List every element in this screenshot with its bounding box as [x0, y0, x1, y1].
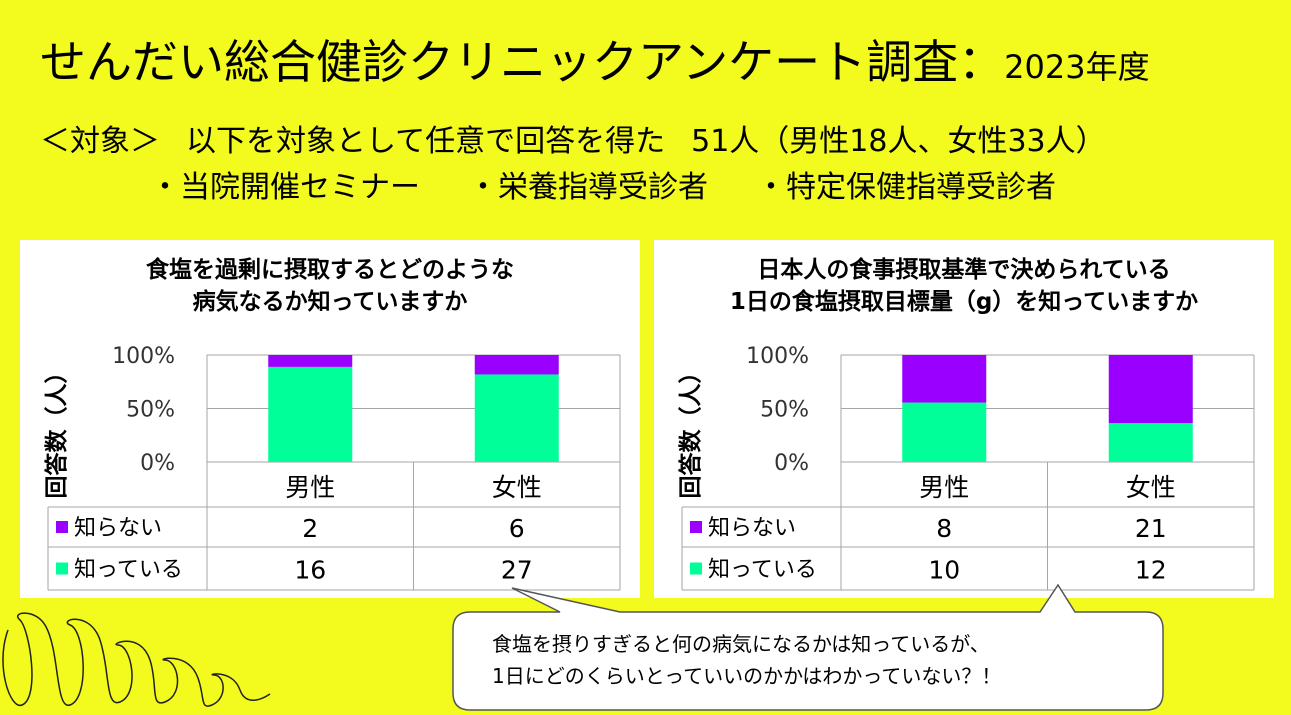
chart-title-line1: 日本人の食事摂取基準で決められている [757, 257, 1171, 283]
data-label: 10 [928, 556, 960, 585]
category-label: 男性 [919, 473, 969, 502]
y-tick-label: 50% [760, 398, 809, 423]
group-seminar: ・当院開催セミナー [150, 170, 420, 205]
data-label: 6 [509, 514, 525, 543]
data-label: 21 [1135, 514, 1167, 543]
target-line: ＜対象＞ 以下を対象として任意で回答を得た 51人（男性18人、女性33人） [40, 122, 1280, 162]
bar-dont-know-1 [474, 355, 559, 375]
y-axis-label: 回答数（人） [677, 361, 704, 499]
bar-know-1 [474, 374, 559, 462]
page-title: せんだい総合健診クリニックアンケート調査：2023年度 [40, 32, 1280, 97]
bar-dont-know-1 [1108, 355, 1193, 424]
chart-panel-disease: 食塩を過剰に摂取するとどのような 病気なるか知っていますか 回答数（人） 100% 5… [20, 240, 640, 598]
data-label: 8 [936, 514, 952, 543]
chart-title-line2: 1日の食塩摂取目標量（g）を知っていますか [729, 289, 1199, 315]
category-label: 女性 [492, 473, 542, 502]
legend-swatch [56, 562, 68, 575]
legend-label: 知らない [708, 516, 796, 541]
chart-title-line1: 食塩を過剰に摂取するとどのような [146, 257, 514, 283]
chart-title: 食塩を過剰に摂取するとどのような 病気なるか知っていますか [20, 254, 640, 318]
data-label: 16 [294, 556, 326, 585]
y-tick-label: 100% [112, 344, 175, 369]
target-text: 以下を対象として任意で回答を得た [186, 124, 666, 159]
y-tick-label: 50% [126, 398, 175, 423]
target-count: 51人（男性18人、女性33人） [691, 124, 1106, 159]
y-tick-label: 0% [140, 451, 175, 476]
legend-label: 知っている [708, 558, 817, 583]
category-label: 女性 [1126, 473, 1176, 502]
bar-know-0 [902, 402, 987, 462]
bar-know-0 [268, 366, 353, 462]
bar-dont-know-0 [902, 355, 987, 403]
title-colon: ： [958, 35, 1005, 89]
legend-swatch [690, 562, 702, 575]
group-nutrition: ・栄養指導受診者 [468, 170, 708, 205]
title-text: せんだい総合健診クリニックアンケート調査 [40, 35, 959, 89]
legend-label: 知らない [74, 516, 162, 541]
chart-panel-salt-target: 日本人の食事摂取基準で決められている 1日の食塩摂取目標量（g）を知っていますか … [654, 240, 1274, 598]
data-label: 12 [1135, 556, 1167, 585]
chart-title: 日本人の食事摂取基準で決められている 1日の食塩摂取目標量（g）を知っていますか [654, 254, 1274, 318]
legend-swatch [56, 521, 68, 533]
callout-line1: 食塩を摂りすぎると何の病気になるかは知っているが、 [492, 632, 990, 656]
title-year: 2023年度 [1004, 48, 1150, 86]
data-label: 2 [302, 514, 318, 543]
decorative-scribble [2, 612, 271, 707]
legend-swatch [690, 521, 702, 533]
target-groups: ・当院開催セミナー ・栄養指導受診者 ・特定保健指導受診者 [150, 168, 1104, 208]
chart-title-line2: 病気なるか知っていますか [192, 289, 468, 315]
y-tick-label: 0% [774, 451, 809, 476]
callout-line2: 1日にどのくらいとっていいのかかはわかっていない？！ [492, 664, 1002, 688]
group-health-guidance: ・特定保健指導受診者 [756, 170, 1056, 205]
y-axis-label: 回答数（人） [43, 361, 70, 499]
callout-text: 食塩を摂りすぎると何の病気になるかは知っているが、 1日にどのくらいとっていいの… [492, 628, 1132, 692]
category-label: 男性 [285, 473, 335, 502]
legend-label: 知っている [74, 558, 183, 583]
y-tick-label: 100% [746, 344, 809, 369]
target-label: ＜対象＞ [40, 124, 160, 159]
bar-dont-know-0 [268, 355, 353, 367]
data-label: 27 [501, 556, 533, 585]
bar-know-1 [1108, 423, 1193, 462]
